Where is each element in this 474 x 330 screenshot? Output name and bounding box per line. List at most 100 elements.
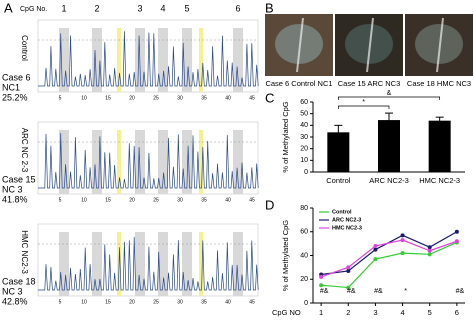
cpg-number: 2 (94, 3, 99, 13)
point (373, 244, 378, 248)
x-tick-label: HMC NC2-3 (419, 176, 460, 185)
photo-beam (366, 17, 374, 73)
y-tick-label: 80 (300, 205, 308, 212)
point (373, 247, 378, 252)
cpg-label: CpG No. (20, 6, 47, 13)
x-tick-label: 6 (455, 308, 459, 317)
trace-axis-number: 15 (105, 299, 111, 305)
trace-group: ARC NC 2-3 (20, 128, 29, 173)
cpg-band (182, 28, 192, 92)
x-tick-label: 5 (428, 308, 432, 317)
y-tick-label: 40 (300, 252, 308, 259)
cpg-number: 4 (160, 3, 165, 13)
trace-case: NC 3 (2, 184, 23, 194)
cpg-band (182, 130, 192, 194)
y-axis-label: % of Methylated CpG (281, 101, 290, 172)
trace-axis-number: 25 (153, 197, 159, 203)
annotation: #& (320, 288, 329, 295)
trace-percent: 41.8% (2, 194, 28, 204)
cpg-band (92, 232, 102, 296)
trace-axis-number: 35 (201, 299, 207, 305)
photo-caption: Case 18 HMC NC3 (407, 79, 471, 88)
trace-axis-number: 15 (105, 95, 111, 101)
y-tick-label: 50 (300, 111, 308, 118)
cpg-band (92, 130, 102, 194)
x-tick-label: 3 (373, 308, 377, 317)
ref-band (199, 28, 203, 92)
trace-axis-number: 40 (225, 95, 231, 101)
legend-label: Control (332, 209, 352, 215)
trace-axis-number: 10 (81, 197, 87, 203)
trace-percent: 42.8% (2, 296, 28, 306)
bar (428, 120, 451, 172)
x-tick-label: ARC NC2-3 (369, 176, 409, 185)
trace-group: HMC NC2-3 (20, 230, 29, 274)
trace-axis-number: 20 (129, 197, 135, 203)
trace-case: Case 18 (2, 276, 36, 286)
trace-percent: 25.2% (2, 92, 28, 102)
trace-axis-number: 45 (249, 299, 255, 305)
x-tick-label: 1 (319, 308, 323, 317)
cpg-band (233, 130, 243, 194)
series-line (321, 231, 458, 276)
point (400, 233, 405, 238)
legend-label: ARC NC2-3 (332, 217, 361, 223)
trace-axis-number: 10 (81, 95, 87, 101)
point (400, 238, 405, 243)
trace-axis-number: 45 (249, 197, 255, 203)
cpg-band (158, 130, 168, 194)
photo-lens (415, 24, 463, 64)
annotation: * (362, 99, 365, 106)
ref-band (117, 28, 121, 92)
trace-axis-number: 25 (153, 299, 159, 305)
cpg-number: 5 (184, 3, 189, 13)
point (454, 239, 459, 244)
trace-axis-number: 30 (177, 299, 183, 305)
panel-label: C (265, 90, 274, 105)
cpg-number: 6 (235, 3, 240, 13)
annotation: #& (374, 288, 383, 295)
trace-axis-number: 20 (129, 95, 135, 101)
trace-case: NC1 (2, 82, 20, 92)
point (427, 248, 432, 253)
trace-group: Control (20, 35, 29, 61)
cpg-band (182, 232, 192, 296)
trace-case: Case 15 (2, 174, 36, 184)
annotation: & (387, 90, 392, 97)
trace-axis-number: 35 (201, 197, 207, 203)
cpg-number: 1 (61, 3, 66, 13)
ref-band (199, 130, 203, 194)
trace-axis-number: 35 (201, 95, 207, 101)
point (427, 252, 432, 257)
bracket (337, 96, 441, 100)
y-axis-label: % of Methylated CpG (281, 220, 290, 291)
x-axis-label: CpG NO (272, 308, 301, 317)
cpg-band (135, 232, 145, 296)
trace-axis-number: 15 (105, 197, 111, 203)
point (319, 283, 324, 288)
trace-axis-number: 30 (177, 95, 183, 101)
trace-axis-number: 30 (177, 197, 183, 203)
photo-lens (275, 24, 323, 64)
point (400, 251, 405, 256)
trace-axis-number: 25 (153, 95, 159, 101)
cpg-band (92, 28, 102, 92)
y-tick-label: 20 (300, 276, 308, 283)
cpg-number: 3 (137, 3, 142, 13)
cpg-band (233, 232, 243, 296)
photo-beam (436, 17, 444, 73)
point (454, 229, 459, 234)
trace-axis-number: 20 (129, 299, 135, 305)
panel-label: D (265, 197, 274, 212)
trace (38, 236, 259, 291)
y-tick-label: 0 (304, 300, 308, 307)
series-line (321, 241, 458, 289)
annotation: #& (347, 288, 356, 295)
point (427, 245, 432, 250)
annotation: #& (456, 288, 465, 295)
y-tick-label: 10 (300, 157, 308, 164)
cpg-band (135, 130, 145, 194)
y-tick-label: 20 (300, 146, 308, 153)
photo-lens (345, 24, 393, 64)
